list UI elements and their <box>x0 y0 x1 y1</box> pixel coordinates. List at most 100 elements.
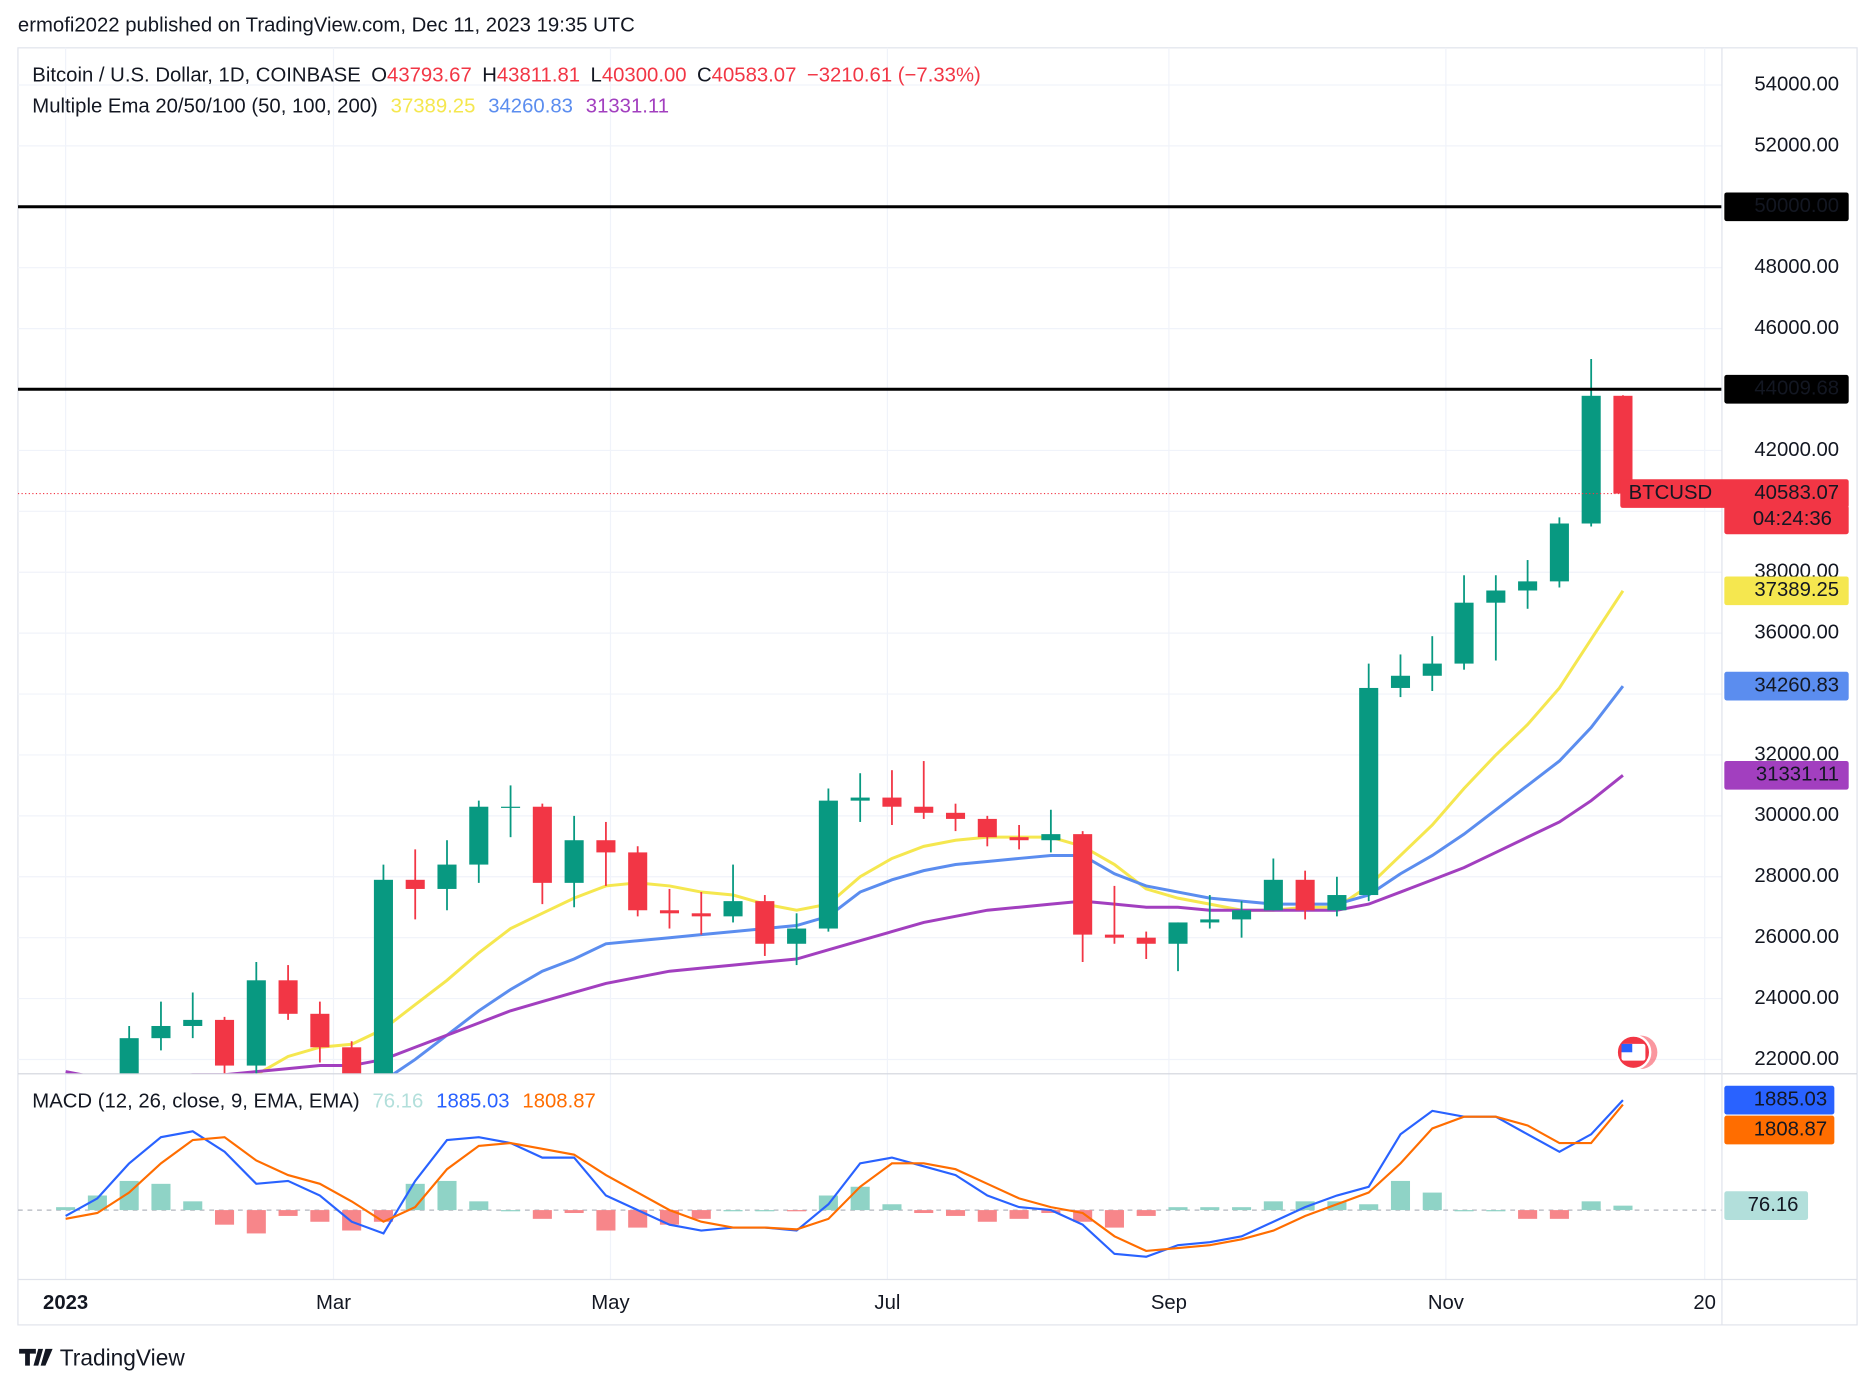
candle-body <box>246 980 266 1066</box>
histogram-bar <box>1359 1204 1379 1211</box>
histogram-bar <box>755 1210 775 1212</box>
last-price-tag <box>1620 479 1849 508</box>
price-tag-label: 50000.00 <box>1754 195 1839 217</box>
candle-body <box>437 864 457 889</box>
histogram-bar <box>1136 1210 1156 1216</box>
histogram-bar <box>850 1186 870 1211</box>
indicator-title: MACD (12, 26, close, 9, EMA, EMA) <box>32 1091 359 1113</box>
candle-body <box>1549 523 1569 582</box>
macd-line <box>65 1099 1624 1258</box>
ema-tag <box>1724 671 1849 701</box>
macd-tag-label: 1808.87 <box>1754 1118 1827 1140</box>
candle-body <box>342 1047 362 1074</box>
countdown-label: 04:24:36 <box>1753 508 1832 530</box>
ema-tag-label: 34260.83 <box>1754 674 1839 696</box>
histogram-bar <box>1009 1210 1029 1219</box>
candle-body <box>1200 919 1220 923</box>
legend-value: 1885.03 <box>436 1091 509 1113</box>
histogram-bar <box>183 1201 203 1211</box>
ohlc-value: 40583.07 <box>712 65 797 87</box>
ohlc-value: 43793.67 <box>387 65 472 87</box>
histogram-bar <box>501 1210 521 1212</box>
candle-body <box>755 901 775 944</box>
candle-body <box>1295 879 1315 911</box>
y-tick-label: 24000.00 <box>1754 987 1839 1009</box>
histogram-bar <box>1232 1207 1252 1211</box>
candle-body <box>373 879 393 1074</box>
candle-body <box>977 818 997 838</box>
y-tick-label: 32000.00 <box>1754 743 1839 765</box>
candle-body <box>1009 837 1029 841</box>
tag-layer: 50000.00 44009.68 BTCUSD 40583.07 04:24:36 37… <box>1620 192 1849 1220</box>
histogram-tag <box>1724 1191 1809 1220</box>
histogram-bar <box>373 1210 393 1222</box>
histogram-bar <box>87 1195 107 1211</box>
y-tick-label: 22000.00 <box>1754 1048 1839 1070</box>
brand: TradingView <box>19 1345 185 1371</box>
histogram-bar <box>596 1210 616 1231</box>
histogram-bar <box>1486 1210 1506 1212</box>
legend-value: 37389.25 <box>391 96 476 118</box>
histogram-bar <box>914 1210 934 1214</box>
y-tick-label: 28000.00 <box>1754 865 1839 887</box>
candle-body <box>723 901 743 917</box>
price-tag <box>1724 192 1849 222</box>
symbol-label: BTCUSD <box>1629 482 1713 504</box>
candle-body <box>787 928 807 944</box>
macd-line <box>65 1103 1624 1252</box>
candle-body <box>501 806 521 808</box>
histogram-bar <box>1263 1201 1283 1211</box>
candle-body <box>1104 934 1124 938</box>
candle-body <box>278 980 298 1014</box>
histogram-bar <box>691 1210 711 1219</box>
ohlc-value: 40300.00 <box>602 65 687 87</box>
ohlc-key: O <box>371 65 387 87</box>
candle-body <box>1168 922 1188 944</box>
ohlc-key: C <box>697 65 712 87</box>
candle-body <box>818 800 838 929</box>
candle-body <box>1581 395 1601 524</box>
histogram-bar <box>1581 1201 1601 1211</box>
candle-body <box>691 913 711 917</box>
candle-body <box>1486 590 1506 603</box>
candle-body <box>469 806 489 865</box>
histogram-bar <box>1295 1201 1315 1211</box>
candle-body <box>1613 395 1633 494</box>
histogram-bar <box>1041 1210 1061 1214</box>
x-tick-label: Mar <box>316 1292 351 1314</box>
histogram-bar <box>469 1201 489 1211</box>
candle-body <box>1518 581 1538 591</box>
brand-name: TradingView <box>60 1345 186 1371</box>
candle-body <box>1136 937 1156 944</box>
price-tag <box>1724 374 1849 404</box>
candle-body <box>405 879 425 889</box>
histogram-bar <box>977 1210 997 1222</box>
last-price-label: 40583.07 <box>1754 482 1839 504</box>
y-tick-label: 54000.00 <box>1754 73 1839 95</box>
countdown-tag <box>1724 505 1849 535</box>
price-pane <box>17 205 1722 1074</box>
histogram-bar <box>1104 1210 1124 1228</box>
macd-pane <box>17 1099 1722 1258</box>
candle-body <box>1041 834 1061 841</box>
histogram-bar <box>564 1210 584 1214</box>
ema-legend: Multiple Ema 20/50/100 (50, 100, 200) 37… <box>32 96 669 118</box>
histogram-bar <box>1327 1201 1347 1211</box>
candle-body <box>850 797 870 801</box>
chart-frame <box>17 47 1858 1326</box>
histogram-bar <box>246 1210 266 1234</box>
x-tick-label: Nov <box>1428 1292 1465 1314</box>
histogram-bar <box>532 1210 552 1219</box>
candle-body <box>151 1025 171 1039</box>
y-tick-label: 36000.00 <box>1754 622 1839 644</box>
y-tick-label: 52000.00 <box>1754 134 1839 156</box>
price-tag-label: 44009.68 <box>1754 378 1839 400</box>
histogram-bar <box>1200 1207 1220 1211</box>
candle-body <box>628 852 648 911</box>
macd-legend: MACD (12, 26, close, 9, EMA, EMA) 76.16 … <box>32 1091 596 1113</box>
x-tick-label: Sep <box>1151 1292 1187 1314</box>
histogram-bar <box>882 1204 902 1211</box>
y-tick-label: 26000.00 <box>1754 926 1839 948</box>
candle-body <box>945 812 966 819</box>
